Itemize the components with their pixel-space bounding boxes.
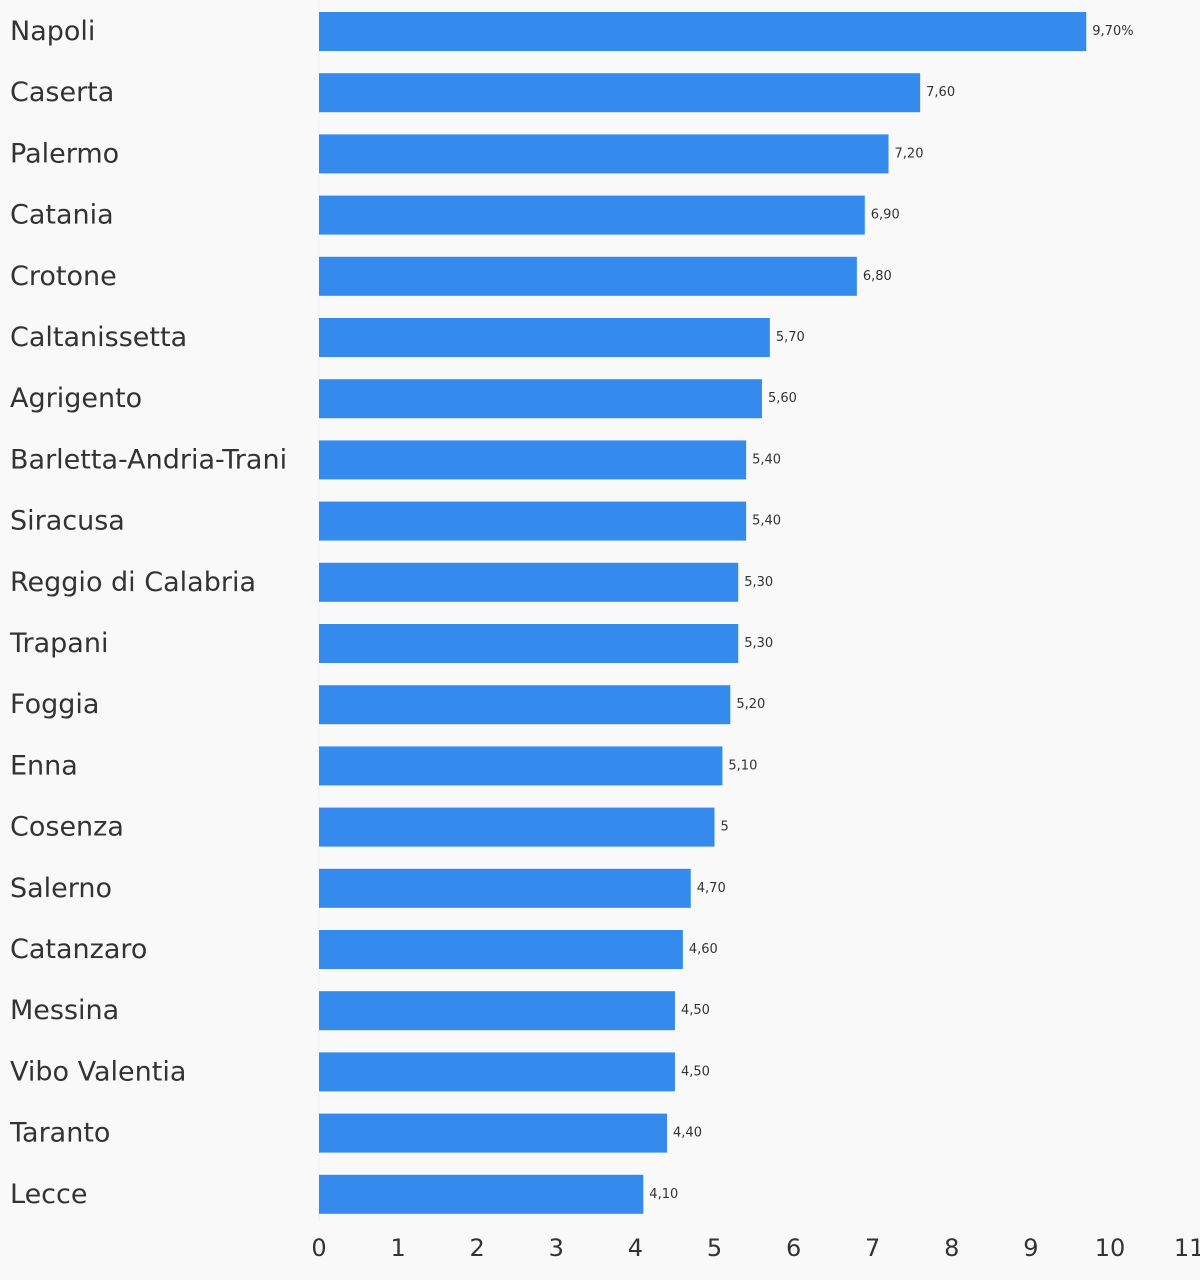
x-tick-label: 3 xyxy=(549,1234,564,1262)
category-label: Palermo xyxy=(10,138,119,169)
bar xyxy=(319,868,691,908)
x-tick-label: 9 xyxy=(1023,1234,1038,1262)
data-label: 6,80 xyxy=(863,269,892,284)
data-label: 9,70% xyxy=(1092,24,1133,39)
bar xyxy=(319,379,762,419)
category-label: Siracusa xyxy=(10,506,125,537)
data-label: 4,60 xyxy=(689,942,718,957)
data-label: 4,10 xyxy=(649,1187,678,1202)
category-label: Salerno xyxy=(10,873,112,904)
bar xyxy=(319,134,889,174)
bar xyxy=(319,1052,675,1092)
bar xyxy=(319,501,747,541)
category-label: Barletta-Andria-Trani xyxy=(10,444,287,475)
data-label: 5,70 xyxy=(776,330,805,345)
data-label: 5 xyxy=(721,820,729,835)
category-label: Foggia xyxy=(10,689,99,720)
x-tick-label: 10 xyxy=(1095,1234,1126,1262)
category-label: Reggio di Calabria xyxy=(10,567,256,598)
category-label: Catania xyxy=(10,200,114,231)
x-tick-label: 7 xyxy=(865,1234,880,1262)
x-tick-label: 6 xyxy=(786,1234,801,1262)
data-label: 5,40 xyxy=(752,514,781,529)
x-tick-label: 4 xyxy=(628,1234,643,1262)
data-label: 4,40 xyxy=(673,1126,702,1141)
bar xyxy=(319,12,1087,51)
data-label: 5,10 xyxy=(728,758,757,773)
category-label: Lecce xyxy=(10,1179,87,1210)
data-label: 4,70 xyxy=(697,881,726,896)
category-label: Enna xyxy=(10,750,78,781)
x-tick-label: 1 xyxy=(390,1234,405,1262)
bar xyxy=(319,1113,668,1153)
x-axis-ticks: 0 1 2 3 4 5 6 7 8 9 10 11 xyxy=(311,1234,1200,1262)
category-label: Cosenza xyxy=(10,812,124,843)
category-label: Vibo Valentia xyxy=(10,1056,186,1087)
bar xyxy=(319,318,770,357)
data-label: 5,20 xyxy=(736,697,765,712)
data-labels: 9,70% 7,60 7,20 6,90 6,80 5,70 5,60 5,40 5,40 5,3… xyxy=(649,24,1133,1202)
category-label: Agrigento xyxy=(10,383,142,414)
category-label: Taranto xyxy=(9,1118,110,1149)
bar xyxy=(319,73,921,113)
bars xyxy=(319,12,1087,1214)
bar xyxy=(319,1174,644,1214)
category-label: Trapani xyxy=(9,628,108,659)
x-tick-label: 5 xyxy=(707,1234,722,1262)
category-label: Messina xyxy=(10,995,119,1026)
bar xyxy=(319,991,675,1031)
data-label: 4,50 xyxy=(681,1003,710,1018)
bar xyxy=(319,746,723,786)
category-label: Caltanissetta xyxy=(10,322,187,353)
bar xyxy=(319,685,731,725)
bar xyxy=(319,562,739,602)
category-labels: Napoli Caserta Palermo Catania Crotone Caltan… xyxy=(9,16,287,1210)
data-label: 5,40 xyxy=(752,452,781,467)
data-label: 4,50 xyxy=(681,1064,710,1079)
category-label: Napoli xyxy=(10,16,95,47)
x-tick-label: 8 xyxy=(944,1234,959,1262)
category-label: Caserta xyxy=(10,77,114,108)
bar xyxy=(319,440,747,480)
data-label: 5,30 xyxy=(744,636,773,651)
bar xyxy=(319,807,715,847)
bar xyxy=(319,256,857,296)
bar xyxy=(319,930,683,969)
category-label: Catanzaro xyxy=(10,934,147,965)
category-label: Crotone xyxy=(10,261,117,292)
data-label: 6,90 xyxy=(871,208,900,223)
data-label: 7,20 xyxy=(895,146,924,161)
bar xyxy=(319,624,739,663)
data-label: 7,60 xyxy=(926,85,955,100)
x-tick-label: 0 xyxy=(311,1234,326,1262)
data-label: 5,60 xyxy=(768,391,797,406)
data-label: 5,30 xyxy=(744,575,773,590)
x-tick-label: 2 xyxy=(470,1234,485,1262)
x-tick-label: 11 xyxy=(1174,1234,1200,1262)
bar xyxy=(319,195,865,235)
